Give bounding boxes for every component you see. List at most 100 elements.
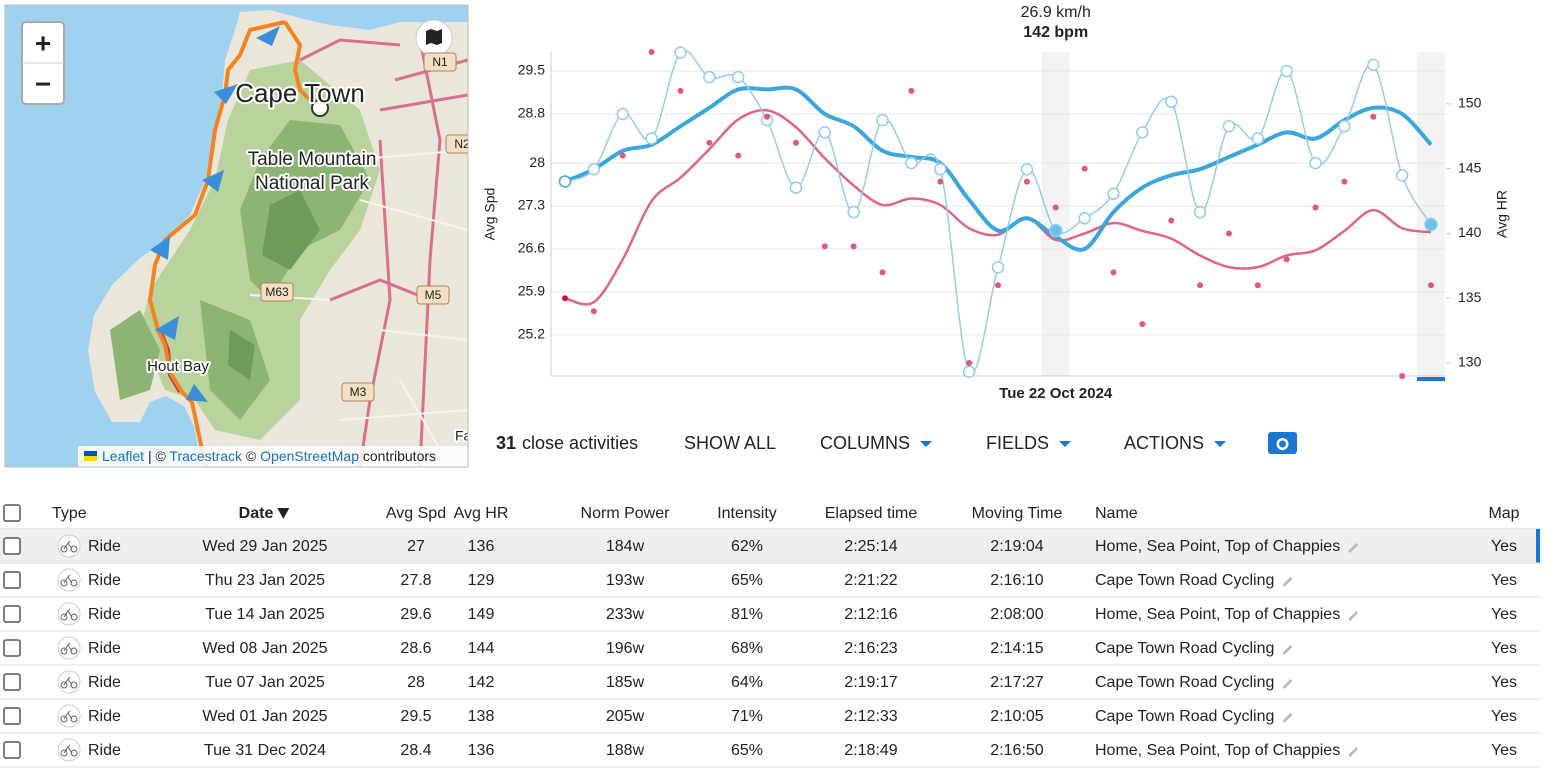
edit-icon[interactable] (1348, 747, 1359, 757)
table-cell: 142 (468, 674, 495, 691)
hr-point (764, 113, 771, 120)
map[interactable]: + − Cape Town Table Mountain National Pa… (5, 5, 478, 467)
speed-point (1136, 126, 1149, 139)
row-checkbox[interactable] (3, 707, 21, 725)
table-cell: 2:16:10 (990, 572, 1043, 589)
speed-point (1367, 58, 1380, 72)
hr-point (1052, 204, 1059, 211)
hr-point (1168, 217, 1175, 224)
edit-icon[interactable] (1282, 577, 1293, 587)
row-checkbox[interactable] (3, 741, 21, 759)
speed-point (1020, 162, 1034, 176)
y-tick-label: 28.8 (518, 105, 545, 121)
speed-point (1107, 187, 1120, 200)
hr-point (677, 87, 684, 94)
edit-icon[interactable] (1282, 713, 1293, 723)
row-checkbox[interactable] (3, 571, 21, 589)
table-cell: 27.8 (400, 572, 431, 589)
table-cell: Ride (88, 674, 121, 691)
table-cell: 185w (606, 674, 645, 691)
ride-icon (57, 704, 81, 728)
table-cell[interactable]: Home, Sea Point, Top of Chappies (1095, 606, 1340, 623)
tooltip-hr: 142 bpm (1023, 24, 1088, 41)
speed-point (645, 132, 658, 145)
row-selected-bar (1536, 529, 1540, 563)
speed-point (934, 162, 947, 176)
column-header[interactable]: Map (1488, 505, 1519, 522)
edit-icon[interactable] (1348, 611, 1359, 621)
attribution: Leaflet | © Tracestrack © OpenStreetMap … (102, 448, 436, 464)
toolbar-button[interactable]: FIELDS (986, 433, 1049, 453)
zoom-in-button[interactable]: + (35, 27, 51, 58)
attribution-part[interactable]: Leaflet (102, 448, 144, 464)
hr-point (1225, 230, 1232, 237)
speed-point (558, 175, 572, 188)
hr-point (792, 139, 799, 146)
chart: 25.2 25.9 26.6 27.3 28 28.8 29.5 130 135 140 145 15… (482, 4, 1510, 402)
hr-point (1023, 178, 1030, 185)
hr-point (821, 243, 828, 250)
table-cell: Ride (88, 572, 121, 589)
column-header[interactable]: Intensity (717, 505, 777, 522)
tooltip-speed: 26.9 km/h (1021, 4, 1091, 21)
table-cell[interactable]: Home, Sea Point, Top of Chappies (1095, 742, 1340, 759)
road-shield-label: N2 (454, 137, 470, 151)
y2-tick-label: 130 (1458, 354, 1482, 370)
column-header[interactable]: Name (1095, 505, 1138, 522)
speed-line (564, 49, 1432, 375)
zoom-out-button[interactable]: − (35, 68, 51, 99)
table-cell: 2:14:15 (990, 640, 1043, 657)
column-header[interactable]: Moving Time (972, 505, 1063, 522)
row-checkbox[interactable] (3, 639, 21, 657)
column-header[interactable]: Avg Spd (386, 505, 446, 522)
selected-marker (1417, 377, 1445, 381)
table-cell[interactable]: Cape Town Road Cycling (1095, 708, 1274, 725)
sort-arrow (277, 508, 290, 519)
column-header[interactable]: Date (239, 505, 274, 522)
layer-button[interactable] (415, 19, 453, 57)
column-header[interactable]: Avg HR (454, 505, 509, 522)
row-checkbox[interactable] (3, 673, 21, 691)
table-cell: Ride (88, 708, 121, 725)
row-checkbox[interactable] (3, 605, 21, 623)
road-shield (423, 52, 457, 72)
table-cell: Ride (88, 538, 121, 555)
speed-point (674, 46, 687, 59)
table-cell: Yes (1491, 606, 1517, 623)
row-checkbox[interactable] (3, 537, 21, 555)
column-header[interactable]: Type (52, 505, 87, 522)
table-cell: Ride (88, 606, 121, 623)
edit-icon[interactable] (1348, 543, 1359, 553)
hr-point (1197, 282, 1204, 289)
hr-point (966, 360, 973, 367)
toolbar-button[interactable]: SHOW ALL (684, 433, 776, 453)
hr-point (1370, 113, 1377, 120)
row-checkbox[interactable] (3, 504, 21, 522)
hr-point (937, 178, 944, 185)
hr-point (590, 308, 597, 315)
toolbar-button[interactable]: COLUMNS (820, 433, 910, 453)
table-cell[interactable]: Cape Town Road Cycling (1095, 640, 1274, 657)
table-cell: 2:10:05 (990, 708, 1043, 725)
attribution-part[interactable]: OpenStreetMap (260, 448, 359, 464)
attribution-part[interactable]: Tracestrack (169, 448, 243, 464)
speed-point (616, 107, 629, 121)
toolbar-button[interactable]: ACTIONS (1124, 433, 1204, 453)
y2-axis-label: Avg HR (1494, 190, 1510, 238)
speed-point (1395, 169, 1409, 182)
edit-icon[interactable] (1282, 679, 1293, 689)
column-header[interactable]: Elapsed time (825, 505, 918, 522)
road-shield-label: M63 (265, 285, 289, 299)
y-tick-label: 26.6 (518, 240, 545, 256)
table-cell: 65% (731, 742, 763, 759)
table-cell: 28.6 (400, 640, 431, 657)
table-cell[interactable]: Home, Sea Point, Top of Chappies (1095, 538, 1340, 555)
column-header[interactable]: Norm Power (581, 505, 671, 522)
edit-icon[interactable] (1282, 645, 1293, 655)
ride-glyph (60, 710, 78, 723)
camera-lens-inner (1279, 440, 1286, 448)
hr-point (908, 87, 915, 94)
table-cell[interactable]: Cape Town Road Cycling (1095, 572, 1274, 589)
table-cell[interactable]: Cape Town Road Cycling (1095, 674, 1274, 691)
table-cell: 149 (468, 606, 495, 623)
